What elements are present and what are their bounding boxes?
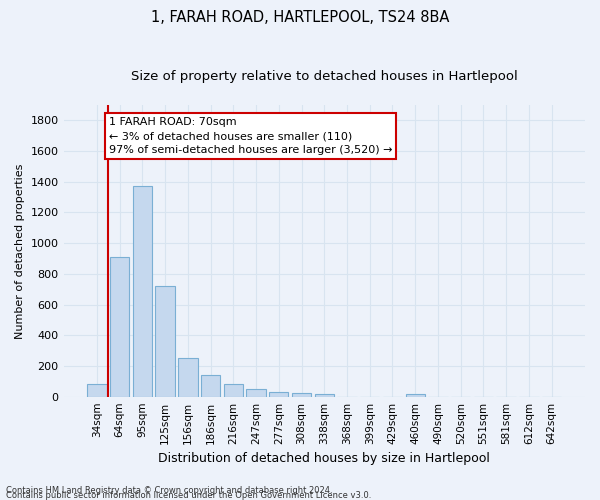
Text: 1, FARAH ROAD, HARTLEPOOL, TS24 8BA: 1, FARAH ROAD, HARTLEPOOL, TS24 8BA [151,10,449,25]
Text: Contains public sector information licensed under the Open Government Licence v3: Contains public sector information licen… [6,491,371,500]
Bar [269,392,289,396]
Y-axis label: Number of detached properties: Number of detached properties [15,163,25,338]
Bar [292,393,311,396]
X-axis label: Distribution of detached houses by size in Hartlepool: Distribution of detached houses by size … [158,452,490,465]
Text: 1 FARAH ROAD: 70sqm
← 3% of detached houses are smaller (110)
97% of semi-detach: 1 FARAH ROAD: 70sqm ← 3% of detached hou… [109,118,392,156]
Bar [406,394,425,396]
Title: Size of property relative to detached houses in Hartlepool: Size of property relative to detached ho… [131,70,518,83]
Bar [178,358,197,397]
Bar [224,384,243,396]
Bar [110,257,130,396]
Bar [87,384,107,396]
Bar [201,375,220,396]
Bar [247,389,266,396]
Bar [133,186,152,396]
Bar [314,394,334,396]
Bar [155,286,175,397]
Text: Contains HM Land Registry data © Crown copyright and database right 2024.: Contains HM Land Registry data © Crown c… [6,486,332,495]
